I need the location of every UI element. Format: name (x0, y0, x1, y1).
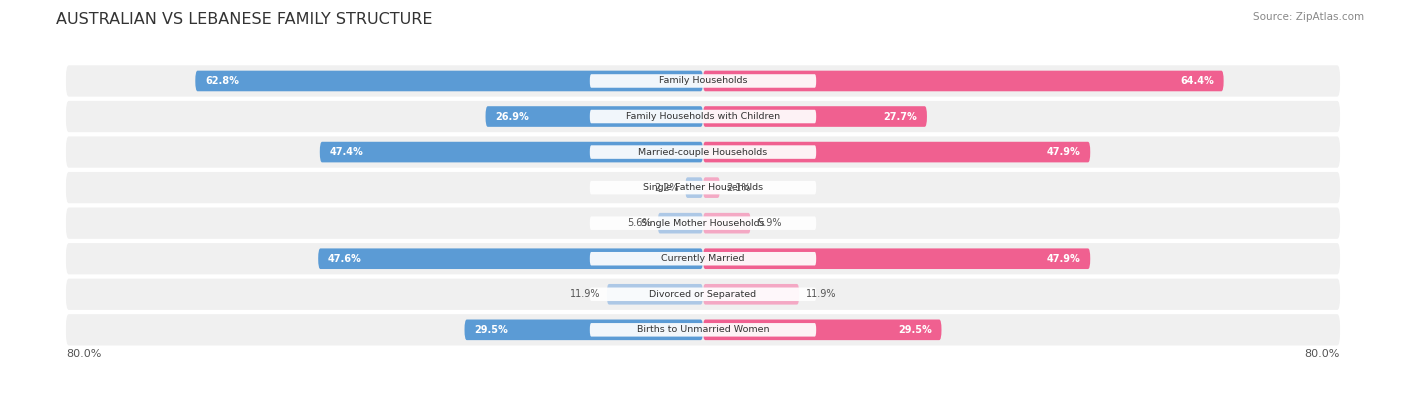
FancyBboxPatch shape (591, 74, 817, 88)
FancyBboxPatch shape (703, 213, 751, 233)
FancyBboxPatch shape (464, 320, 703, 340)
Text: 47.9%: 47.9% (1047, 147, 1081, 157)
FancyBboxPatch shape (703, 177, 720, 198)
FancyBboxPatch shape (66, 65, 1340, 97)
Text: Married-couple Households: Married-couple Households (638, 148, 768, 156)
Text: 2.1%: 2.1% (727, 182, 751, 193)
Text: 47.6%: 47.6% (328, 254, 361, 264)
FancyBboxPatch shape (318, 248, 703, 269)
FancyBboxPatch shape (607, 284, 703, 305)
FancyBboxPatch shape (485, 106, 703, 127)
Text: 5.9%: 5.9% (758, 218, 782, 228)
FancyBboxPatch shape (591, 110, 817, 123)
Text: 47.4%: 47.4% (329, 147, 363, 157)
Text: 80.0%: 80.0% (1305, 350, 1340, 359)
FancyBboxPatch shape (591, 216, 817, 230)
Text: 11.9%: 11.9% (806, 289, 837, 299)
FancyBboxPatch shape (66, 136, 1340, 168)
Text: Divorced or Separated: Divorced or Separated (650, 290, 756, 299)
Text: 47.9%: 47.9% (1047, 254, 1081, 264)
Text: 29.5%: 29.5% (898, 325, 932, 335)
FancyBboxPatch shape (685, 177, 703, 198)
Text: Family Households with Children: Family Households with Children (626, 112, 780, 121)
FancyBboxPatch shape (66, 243, 1340, 275)
Text: Single Father Households: Single Father Households (643, 183, 763, 192)
Text: Source: ZipAtlas.com: Source: ZipAtlas.com (1253, 12, 1364, 22)
FancyBboxPatch shape (591, 288, 817, 301)
FancyBboxPatch shape (591, 145, 817, 159)
FancyBboxPatch shape (703, 284, 799, 305)
Text: 29.5%: 29.5% (474, 325, 508, 335)
Text: AUSTRALIAN VS LEBANESE FAMILY STRUCTURE: AUSTRALIAN VS LEBANESE FAMILY STRUCTURE (56, 12, 433, 27)
Text: 2.2%: 2.2% (654, 182, 679, 193)
FancyBboxPatch shape (658, 213, 703, 233)
FancyBboxPatch shape (703, 106, 927, 127)
FancyBboxPatch shape (66, 101, 1340, 132)
Text: Currently Married: Currently Married (661, 254, 745, 263)
Text: Single Mother Households: Single Mother Households (641, 219, 765, 228)
Text: 26.9%: 26.9% (495, 111, 529, 122)
Text: 27.7%: 27.7% (883, 111, 917, 122)
FancyBboxPatch shape (703, 248, 1090, 269)
Text: Births to Unmarried Women: Births to Unmarried Women (637, 325, 769, 334)
FancyBboxPatch shape (703, 320, 942, 340)
FancyBboxPatch shape (591, 323, 817, 337)
FancyBboxPatch shape (195, 71, 703, 91)
FancyBboxPatch shape (66, 172, 1340, 203)
FancyBboxPatch shape (66, 207, 1340, 239)
FancyBboxPatch shape (66, 278, 1340, 310)
FancyBboxPatch shape (591, 181, 817, 194)
Text: 62.8%: 62.8% (205, 76, 239, 86)
FancyBboxPatch shape (591, 252, 817, 265)
FancyBboxPatch shape (66, 314, 1340, 346)
Text: Family Households: Family Households (659, 77, 747, 85)
FancyBboxPatch shape (319, 142, 703, 162)
Text: 64.4%: 64.4% (1180, 76, 1213, 86)
FancyBboxPatch shape (703, 142, 1090, 162)
FancyBboxPatch shape (703, 71, 1223, 91)
Text: 5.6%: 5.6% (627, 218, 651, 228)
Text: 80.0%: 80.0% (66, 350, 101, 359)
Text: 11.9%: 11.9% (569, 289, 600, 299)
